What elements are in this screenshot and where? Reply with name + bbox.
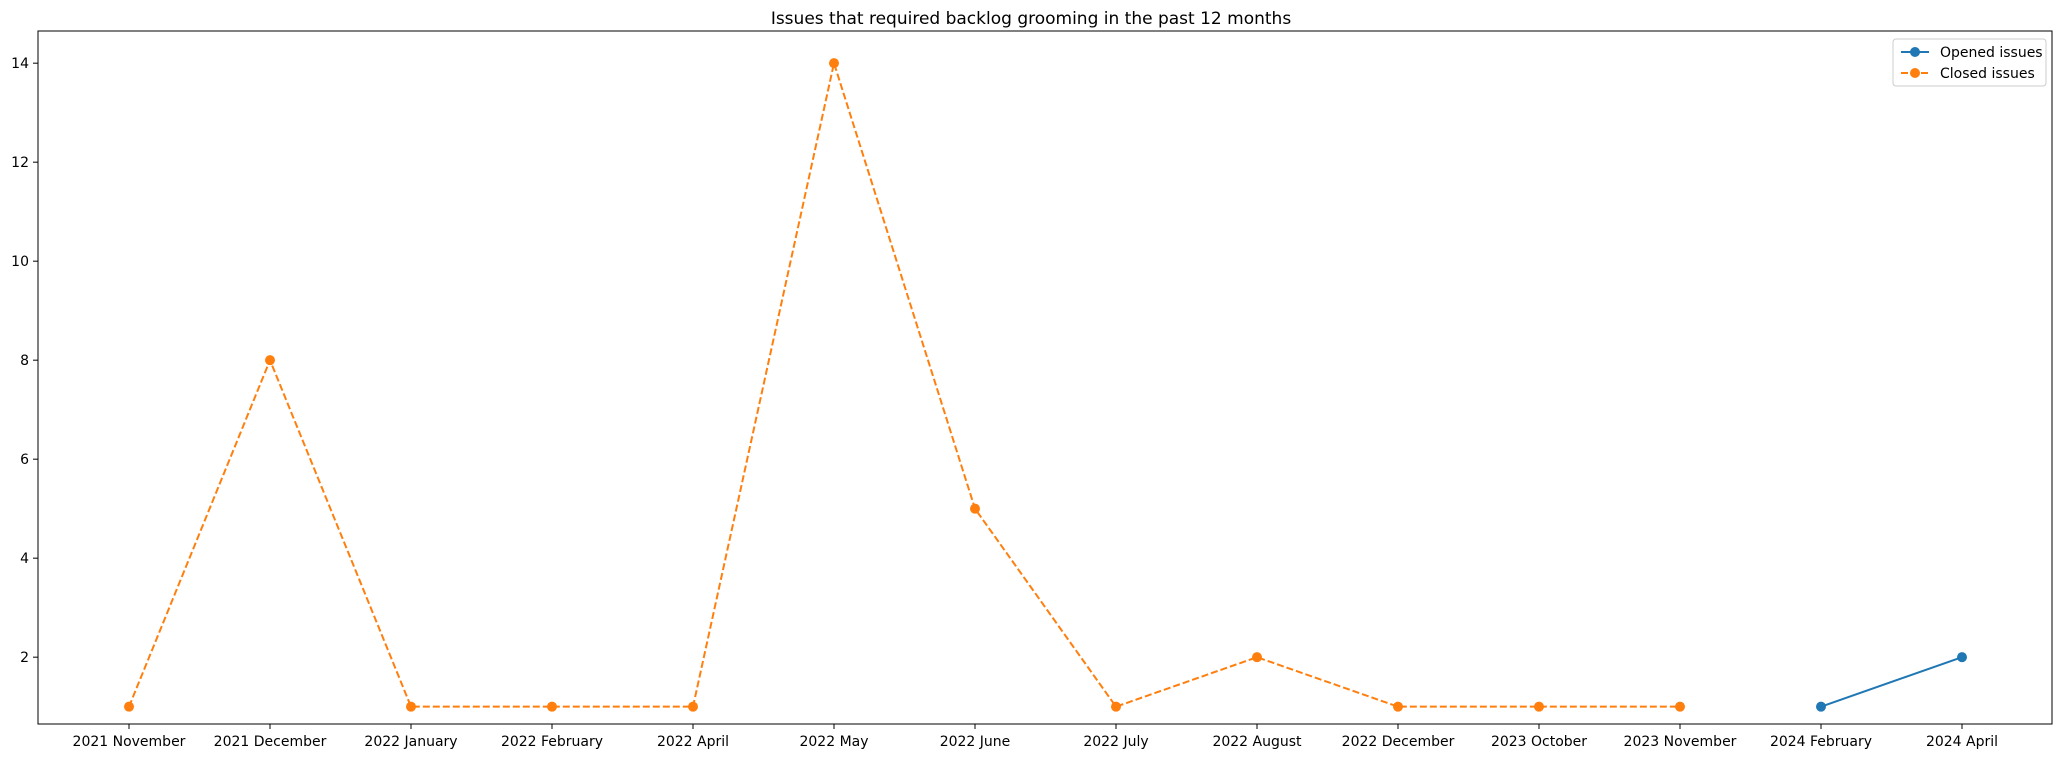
legend-marker [1910, 47, 1920, 57]
axes-frame [37, 30, 2053, 725]
x-tick-label: 2022 August [1212, 734, 1302, 750]
series-line [128, 59, 1680, 708]
chart-title: Issues that required backlog grooming in… [771, 9, 1292, 29]
data-point [970, 503, 980, 514]
y-tick-label: 10 [11, 254, 29, 270]
data-point [1252, 652, 1262, 663]
data-point [1393, 701, 1403, 712]
x-tick-label: 2022 January [364, 734, 457, 750]
x-tick-label: 2022 July [1083, 734, 1148, 750]
x-tick-label: 2024 February [1770, 734, 1872, 750]
legend-frame [1892, 38, 2047, 87]
x-tick-label: 2022 June [940, 734, 1011, 750]
legend-marker [1910, 68, 1920, 78]
data-point [406, 701, 416, 712]
x-tick-label: 2023 October [1491, 734, 1587, 750]
data-point [1675, 701, 1685, 712]
series-line [1820, 656, 1963, 708]
x-tick-label: 2022 May [799, 734, 868, 750]
x-tick-label: 2021 December [214, 734, 327, 750]
data-point [829, 58, 839, 69]
legend-label: Opened issues [1940, 45, 2043, 61]
data-point [688, 701, 698, 712]
data-point [1111, 701, 1121, 712]
y-tick-label: 6 [20, 452, 29, 468]
legend: Opened issues Closed issues [1892, 38, 2047, 87]
x-tick-label: 2022 February [501, 734, 603, 750]
data-point [547, 701, 557, 712]
y-tick-label: 12 [11, 155, 29, 171]
data-point [1816, 701, 1826, 712]
data-point [265, 355, 275, 366]
x-tick-label: 2021 November [73, 734, 186, 750]
x-tick-label: 2022 April [657, 734, 729, 750]
x-tick-label: 2023 November [1624, 734, 1737, 750]
data-point [1957, 652, 1967, 663]
data-point [1534, 701, 1544, 712]
legend-label: Closed issues [1940, 66, 2035, 82]
x-tick-label: 2022 December [1342, 734, 1455, 750]
y-tick-label: 4 [20, 551, 29, 567]
x-tick-label: 2024 April [1926, 734, 1998, 750]
data-point [124, 701, 134, 712]
y-tick-label: 2 [20, 650, 29, 666]
y-tick-label: 8 [20, 353, 29, 369]
y-tick-label: 14 [11, 56, 29, 72]
plot-area: 2021 November 2021 December 2022 January 20… [11, 30, 2053, 750]
